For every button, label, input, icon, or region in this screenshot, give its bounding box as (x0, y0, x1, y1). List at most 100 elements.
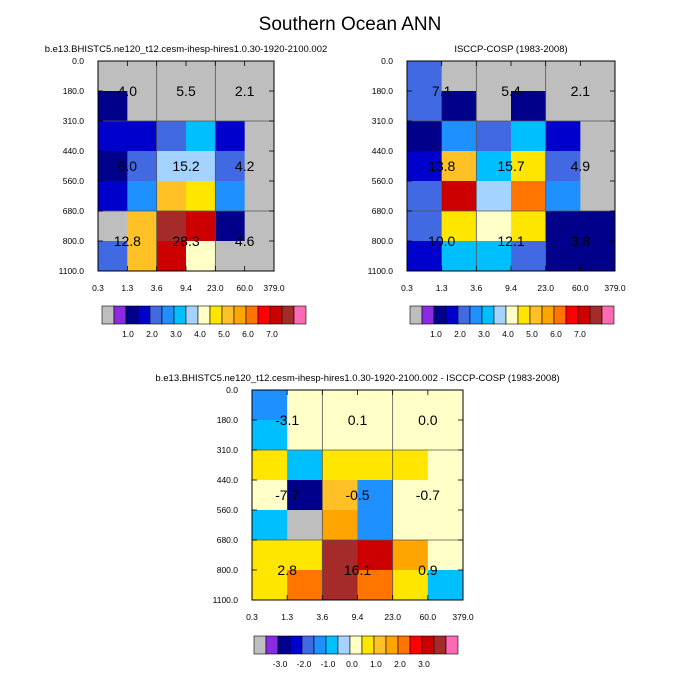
colorbar-label: 5.0 (526, 329, 538, 339)
heatmap-cell (215, 241, 246, 272)
colorbar-box (349, 635, 363, 655)
y-tick-label: 680.0 (217, 535, 239, 545)
heatmap-cell (580, 211, 616, 242)
heatmap-cell (215, 61, 246, 92)
heatmap-cell (407, 91, 443, 122)
colorbar-box (433, 305, 447, 325)
heatmap-cell (215, 151, 246, 182)
y-tick-label: 560.0 (372, 176, 394, 186)
colorbar-label: 5.0 (218, 329, 230, 339)
colorbar-box (505, 305, 519, 325)
colorbar-box (325, 635, 339, 655)
block-value-label: 4.9 (571, 158, 591, 174)
colorbar-label: 0.0 (346, 659, 358, 669)
y-tick-label: 310.0 (63, 116, 85, 126)
colorbar-box (209, 305, 223, 325)
colorbar-label: 1.0 (370, 659, 382, 669)
heatmap-cell (252, 390, 288, 421)
heatmap-cell (186, 151, 216, 182)
x-tick-label: 379.0 (452, 612, 474, 622)
colorbar-label: 2.0 (394, 659, 406, 669)
heatmap-cell (476, 181, 512, 212)
colorbar-label: 3.0 (418, 659, 430, 669)
colorbar-label: 6.0 (550, 329, 562, 339)
heatmap-cell (322, 540, 358, 571)
y-tick-label: 180.0 (63, 86, 85, 96)
heatmap-cell (545, 91, 581, 122)
heatmap-cell (127, 211, 158, 242)
x-tick-label: 9.4 (505, 283, 517, 293)
colorbar-box (137, 305, 151, 325)
y-tick-label: 310.0 (217, 445, 239, 455)
x-tick-label: 9.4 (352, 612, 364, 622)
colorbar-box (397, 635, 411, 655)
colorbar-box (361, 635, 375, 655)
heatmap-cell (98, 121, 128, 152)
heatmap-cell (441, 61, 477, 92)
heatmap-cell (156, 181, 187, 212)
colorbar-box (409, 635, 423, 655)
heatmap-cell (427, 540, 464, 571)
heatmap-cell (476, 241, 512, 272)
y-tick-label: 1100.0 (368, 266, 394, 276)
heatmap-cell (244, 151, 275, 182)
colorbar-box (385, 635, 399, 655)
x-tick-label: 379.0 (263, 283, 285, 293)
colorbar-label: 4.0 (502, 329, 514, 339)
y-tick-label: 800.0 (372, 236, 394, 246)
heatmap-cell (357, 450, 394, 481)
heatmap-cell (357, 510, 394, 541)
block-value-label: 16.1 (344, 562, 371, 578)
heatmap-cell (127, 91, 158, 122)
y-tick-label: 560.0 (217, 505, 239, 515)
heatmap-cell (392, 390, 429, 421)
block-value-label: 0.9 (418, 562, 438, 578)
colorbar-label: 1.0 (122, 329, 134, 339)
colorbar-label: 7.0 (574, 329, 586, 339)
block-value-label: 13.8 (428, 158, 455, 174)
colorbar-box (301, 635, 315, 655)
block-value-label: -0.5 (345, 487, 369, 503)
heatmap-cell (357, 570, 394, 601)
colorbar-box (281, 305, 295, 325)
heatmap-cell (545, 151, 581, 182)
y-tick-label: 440.0 (217, 475, 239, 485)
block-value-label: 10.0 (428, 233, 455, 249)
panel-3: b.e13.BHISTC5.ne120_t12.cesm-ihesp-hires… (155, 373, 559, 669)
block-value-label: -3.1 (275, 412, 299, 428)
heatmap-cell (511, 241, 547, 272)
y-tick-label: 180.0 (372, 86, 394, 96)
heatmap-cell (186, 121, 216, 152)
heatmap-cell (427, 450, 464, 481)
x-tick-label: 1.3 (281, 612, 293, 622)
y-tick-label: 1100.0 (213, 595, 239, 605)
heatmap-cell (252, 570, 288, 601)
heatmap-cell (156, 151, 187, 182)
colorbar-box (277, 635, 291, 655)
colorbar-box (269, 305, 283, 325)
y-tick-label: 440.0 (372, 146, 394, 156)
heatmap-cell (476, 61, 512, 92)
x-tick-label: 23.0 (384, 612, 401, 622)
heatmap-cell (427, 570, 464, 601)
heatmap-cell (580, 61, 616, 92)
heatmap-cell (322, 480, 358, 511)
heatmap-cell (545, 181, 581, 212)
colorbar-box (589, 305, 603, 325)
panel-title: b.e13.BHISTC5.ne120_t12.cesm-ihesp-hires… (155, 373, 559, 384)
heatmap-cell (441, 91, 477, 122)
colorbar-box (409, 305, 423, 325)
x-tick-label: 23.0 (537, 283, 554, 293)
heatmap-cell (392, 420, 429, 451)
block-value-label: 15.2 (172, 158, 199, 174)
heatmap-cell (186, 241, 216, 272)
heatmap-cell (427, 390, 464, 421)
heatmap-cell (580, 181, 616, 212)
y-tick-label: 680.0 (372, 206, 394, 216)
heatmap-cell (127, 181, 158, 212)
y-tick-label: 560.0 (63, 176, 85, 186)
block-value-label: 0.1 (348, 412, 368, 428)
heatmap-cell (545, 61, 581, 92)
heatmap-cell (511, 151, 547, 182)
colorbar-box (257, 305, 271, 325)
